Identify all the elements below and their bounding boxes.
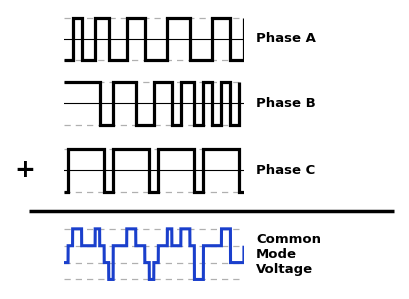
Text: Common
Mode
Voltage: Common Mode Voltage — [256, 233, 321, 276]
Text: +: + — [14, 158, 35, 182]
Text: Phase A: Phase A — [256, 32, 315, 45]
Text: Phase B: Phase B — [256, 97, 315, 110]
Text: Phase C: Phase C — [256, 164, 315, 177]
